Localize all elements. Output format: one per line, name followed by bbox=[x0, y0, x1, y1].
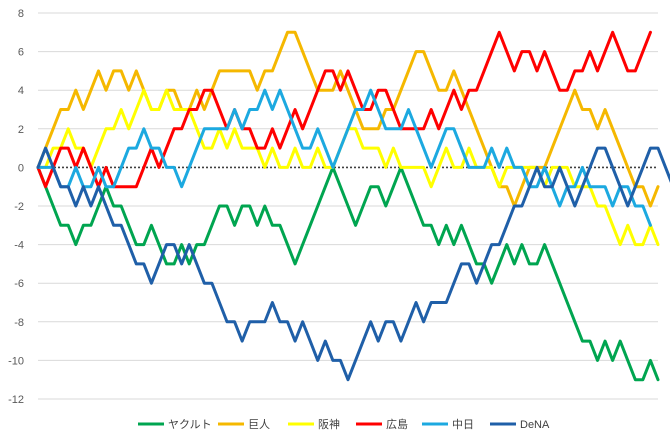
series-line-0 bbox=[36, 165, 660, 382]
y-tick-label: -6 bbox=[14, 278, 24, 290]
y-tick-label: 6 bbox=[18, 47, 24, 59]
legend-label-0: ヤクルト bbox=[168, 418, 212, 431]
y-tick-label: -10 bbox=[8, 355, 24, 367]
series-line-1 bbox=[36, 30, 660, 208]
series-lines bbox=[36, 30, 670, 382]
y-tick-label: -8 bbox=[14, 317, 24, 329]
y-tick-label: 4 bbox=[18, 85, 24, 97]
y-tick-label: -4 bbox=[14, 240, 24, 252]
legend-label-2: 阪神 bbox=[318, 417, 340, 431]
series-line-5 bbox=[36, 146, 670, 382]
series-line-3 bbox=[36, 30, 652, 189]
legend-label-3: 広島 bbox=[386, 417, 408, 431]
y-tick-label: 8 bbox=[18, 8, 24, 20]
legend-label-5: DeNA bbox=[520, 419, 550, 431]
legend-label-4: 中日 bbox=[452, 418, 474, 431]
series-line-4 bbox=[36, 88, 652, 227]
legend: ヤクルト 巨人 阪神 広島 中日 DeNA bbox=[138, 417, 550, 431]
y-tick-label: -2 bbox=[14, 201, 24, 213]
y-axis-tick-labels: 8 6 4 2 0 -2 -4 -6 -8 -10 -12 bbox=[8, 8, 24, 406]
y-tick-label: 0 bbox=[18, 162, 24, 174]
y-tick-label: 2 bbox=[18, 124, 24, 136]
legend-label-1: 巨人 bbox=[248, 418, 270, 431]
y-tick-label: -12 bbox=[8, 394, 24, 406]
